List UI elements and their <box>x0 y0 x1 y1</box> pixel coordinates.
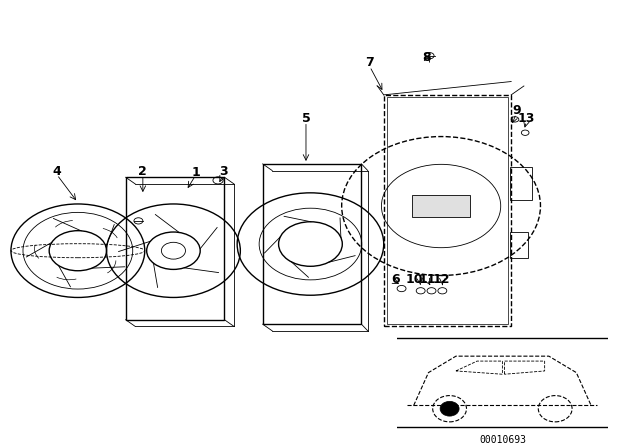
Text: 2: 2 <box>138 165 147 178</box>
Text: 3: 3 <box>219 165 227 178</box>
Circle shape <box>440 401 459 416</box>
Text: 13: 13 <box>518 112 535 125</box>
Text: 00010693: 00010693 <box>479 435 526 445</box>
Bar <box>387 97 508 324</box>
Bar <box>384 95 511 327</box>
Text: 12: 12 <box>433 273 450 286</box>
Text: 7: 7 <box>365 56 374 69</box>
Text: 5: 5 <box>301 112 310 125</box>
Text: 8: 8 <box>423 52 431 65</box>
Text: 6: 6 <box>391 273 399 286</box>
Text: 9: 9 <box>512 104 520 117</box>
Text: 1: 1 <box>191 166 200 179</box>
Text: 4: 4 <box>52 165 61 178</box>
FancyBboxPatch shape <box>412 195 470 217</box>
Text: 11: 11 <box>419 273 436 286</box>
Text: 10: 10 <box>406 273 423 286</box>
Bar <box>125 177 225 320</box>
Bar <box>262 164 362 324</box>
